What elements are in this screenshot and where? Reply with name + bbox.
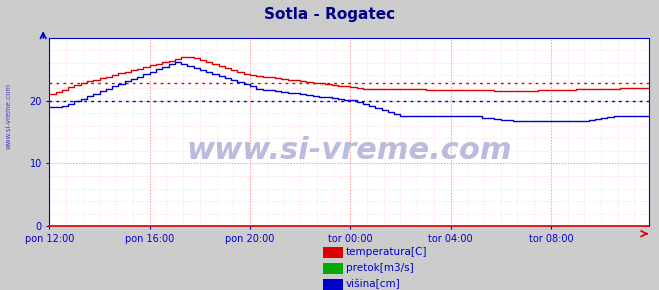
Text: višina[cm]: višina[cm] xyxy=(346,279,401,289)
Text: Sotla - Rogatec: Sotla - Rogatec xyxy=(264,7,395,22)
Text: www.si-vreme.com: www.si-vreme.com xyxy=(186,136,512,165)
Text: temperatura[C]: temperatura[C] xyxy=(346,247,428,257)
Text: www.si-vreme.com: www.si-vreme.com xyxy=(5,83,11,149)
Text: pretok[m3/s]: pretok[m3/s] xyxy=(346,263,414,273)
